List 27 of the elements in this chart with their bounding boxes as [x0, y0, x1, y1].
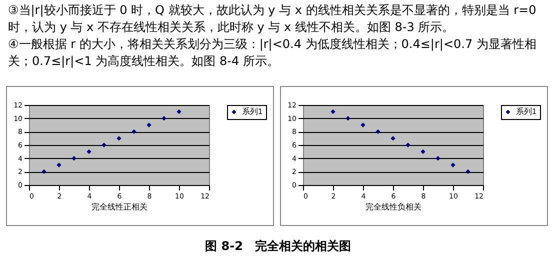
- point: [330, 109, 336, 114]
- point: [346, 116, 350, 121]
- point: [436, 156, 440, 161]
- point: [390, 136, 396, 141]
- point: [42, 169, 46, 174]
- text: ③当|r|较小而接近于 0 时，Q 就较大，故此认为 y 与 x 的线性相关关系是不显著的，特别是当 r=0 时，认为 y 与 x 不存在线性相关关系，此时称 y 与 x 线性不相关。如图 8-3 所示。: [8, 2, 538, 36]
- point: [102, 142, 106, 148]
- point: [420, 149, 426, 154]
- point: [376, 129, 380, 134]
- point: [466, 169, 470, 174]
- x-axis-title: 完全线性正相关: [92, 202, 148, 212]
- point: [146, 122, 152, 128]
- x-axis-title: 完全线性负相关: [366, 202, 422, 212]
- text: ④一般根据 r 的大小，将相关关系划分为三级：|r|<0.4 为低度线性相关；0.4≤|r|<0.7 为显著性相关；0.7≤|r|<1 为高度线性相关。如图 8-4 所示。: [8, 36, 538, 70]
- legend-label: 系列1: [516, 107, 537, 116]
- point: [132, 129, 136, 134]
- caption: 图 8-2 完全相关的相关图: [204, 238, 352, 255]
- point: [162, 116, 166, 121]
- point: [406, 142, 410, 148]
- legend-label: 系列1: [242, 107, 263, 116]
- point: [360, 122, 366, 128]
- point: [116, 136, 122, 141]
- point: [72, 156, 76, 161]
- point: [176, 109, 182, 114]
- point: [450, 162, 456, 168]
- point: [86, 149, 92, 154]
- point: [56, 162, 62, 168]
